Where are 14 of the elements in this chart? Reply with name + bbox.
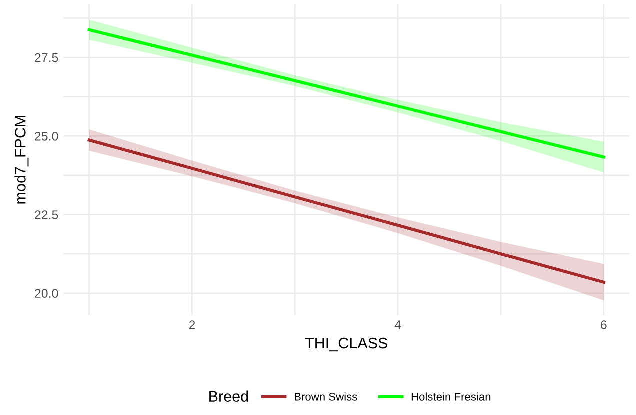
x-axis-title: THI_CLASS [305, 338, 388, 352]
y-tick-label: 22.5 [35, 210, 58, 220]
x-tick-label: 4 [394, 320, 402, 330]
legend-label: Brown Swiss [294, 392, 358, 401]
x-tick-label: 2 [189, 320, 196, 330]
y-tick-label: 20.0 [35, 289, 58, 298]
legend-title: Breed [210, 390, 248, 402]
y-axis-title: mod7_FPCM [14, 116, 29, 204]
x-tick-label: 6 [601, 320, 607, 330]
y-tick-label: 25.0 [35, 132, 58, 141]
line-series [88, 138, 606, 284]
legend-label: Holstein Fresian [412, 392, 491, 401]
y-tick-label: 27.5 [35, 53, 58, 62]
line-series [88, 28, 606, 159]
